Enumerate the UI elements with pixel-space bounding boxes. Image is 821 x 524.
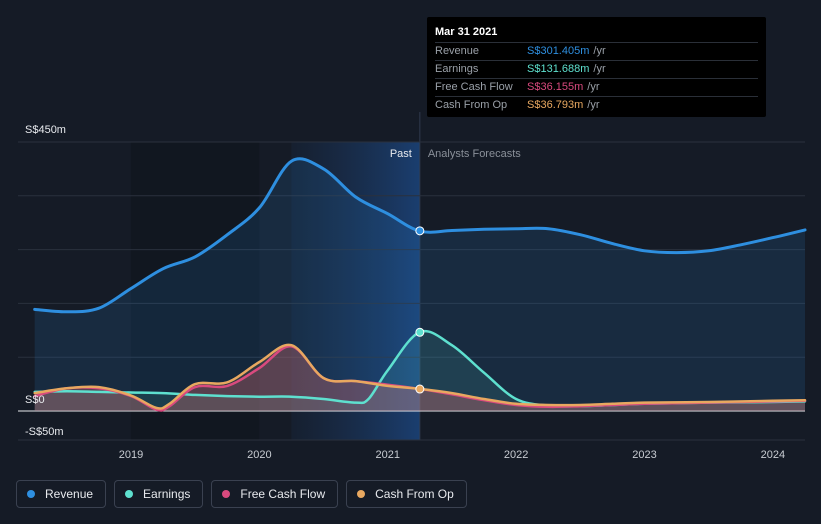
tooltip-value: S$36.155m: [527, 81, 584, 93]
cash-from-op-line: [33, 343, 807, 410]
cash-from-op-marker: [415, 384, 425, 394]
tooltip-row-cash-from-op: Cash From Op S$36.793m /yr: [435, 96, 758, 114]
revenue-area: [34, 158, 805, 411]
earnings-area: [34, 331, 805, 411]
y-tick-label: S$450m: [25, 124, 66, 136]
tooltip-value: S$301.405m: [527, 45, 590, 57]
legend: Revenue Earnings Free Cash Flow Cash Fro…: [16, 480, 467, 508]
legend-label: Cash From Op: [375, 487, 454, 501]
forecast-label: Analysts Forecasts: [428, 148, 521, 160]
tooltip-unit: /yr: [587, 99, 600, 111]
y-tick-label: S$0: [25, 394, 45, 406]
x-tick-label: 2020: [247, 449, 271, 461]
tooltip-label: Earnings: [435, 63, 479, 75]
x-tick-label: 2019: [119, 449, 143, 461]
tooltip-row-earnings: Earnings S$131.688m /yr: [435, 60, 758, 78]
y-tick-label: -S$50m: [25, 426, 64, 438]
legend-label: Earnings: [143, 487, 191, 501]
past-band: [130, 142, 260, 440]
cash-from-op-area: [34, 344, 805, 411]
tooltip: Mar 31 2021 Revenue S$301.405m /yr Earni…: [427, 17, 766, 117]
revenue-marker: [415, 226, 425, 236]
past-label: Past: [390, 148, 412, 160]
tooltip-label: Cash From Op: [435, 99, 508, 111]
legend-dot-icon: [125, 490, 134, 498]
tooltip-date: Mar 31 2021: [435, 26, 498, 38]
legend-label: Revenue: [45, 487, 94, 501]
tooltip-unit: /yr: [593, 63, 606, 75]
tooltip-row-revenue: Revenue S$301.405m /yr: [435, 42, 758, 60]
tooltip-label: Free Cash Flow: [435, 81, 513, 93]
x-tick-label: 2024: [761, 449, 785, 461]
tooltip-row-free-cash-flow: Free Cash Flow S$36.155m /yr: [435, 78, 758, 96]
tooltip-unit: /yr: [593, 45, 606, 57]
legend-item-earnings[interactable]: Earnings: [114, 480, 204, 508]
legend-dot-icon: [27, 490, 35, 498]
legend-item-free-cash-flow[interactable]: Free Cash Flow: [211, 480, 339, 508]
tooltip-value: S$131.688m: [527, 63, 590, 75]
legend-item-revenue[interactable]: Revenue: [16, 480, 107, 508]
legend-dot-icon: [357, 490, 366, 498]
earnings-marker: [415, 327, 425, 337]
legend-label: Free Cash Flow: [240, 487, 326, 501]
tooltip-unit: /yr: [587, 81, 600, 93]
legend-dot-icon: [222, 490, 231, 498]
x-tick-label: 2022: [504, 449, 528, 461]
x-tick-label: 2023: [632, 449, 656, 461]
x-tick-label: 2021: [376, 449, 400, 461]
highlight-band: [291, 142, 420, 440]
chart-canvas: S$450m S$0 -S$50m 2019 2020 2021 2022 2023 2024 P…: [18, 112, 807, 461]
free-cash-flow-area: [34, 346, 805, 411]
tooltip-label: Revenue: [435, 45, 480, 57]
tooltip-value: S$36.793m: [527, 99, 584, 111]
legend-item-cash-from-op[interactable]: Cash From Op: [346, 480, 467, 508]
